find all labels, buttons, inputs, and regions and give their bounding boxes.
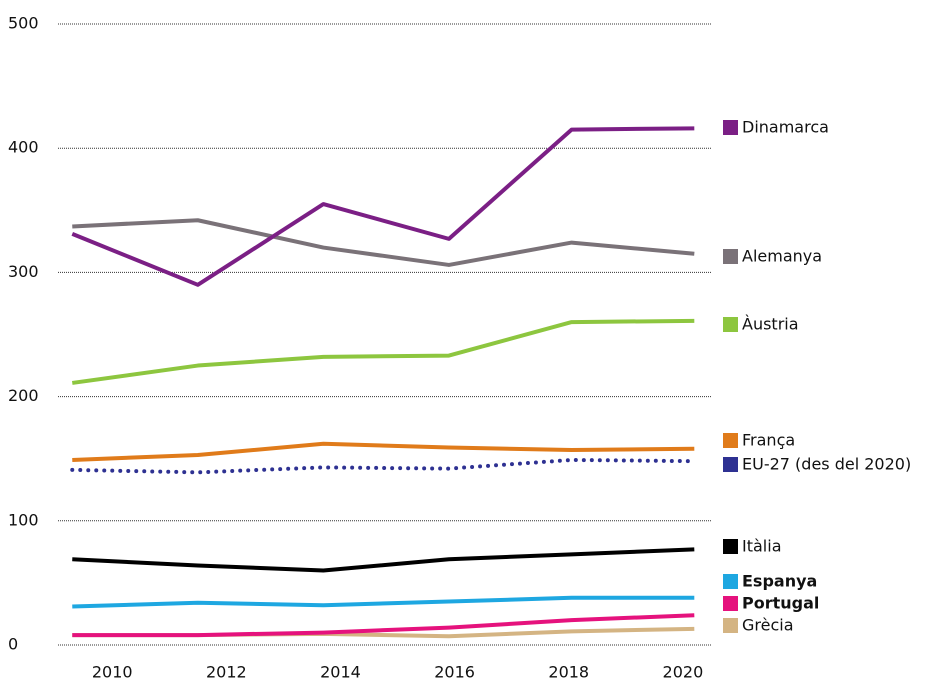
- x-tick-label: 2014: [320, 663, 361, 682]
- series-line: [70, 457, 697, 475]
- series-line: [71, 126, 695, 287]
- legend-label: Dinamarca: [742, 118, 829, 137]
- legend-label: Alemanya: [742, 247, 822, 266]
- y-tick-label: 300: [8, 262, 39, 281]
- legend-swatch: [723, 120, 738, 135]
- y-tick-label: 100: [8, 510, 39, 529]
- y-tick-label: 500: [8, 14, 39, 33]
- legend-label: Portugal: [742, 594, 819, 613]
- series-line: [72, 441, 695, 462]
- series-line: [71, 318, 695, 385]
- y-tick-label: 400: [8, 138, 39, 157]
- y-tick-label: 0: [8, 635, 18, 654]
- legend-label: França: [742, 431, 795, 450]
- legend-swatch: [723, 249, 738, 264]
- series-line: [72, 218, 695, 267]
- legend-swatch: [723, 457, 738, 472]
- legend-label: Espanya: [742, 572, 817, 591]
- x-tick-label: 2010: [92, 663, 133, 682]
- legend-swatch: [723, 433, 738, 448]
- legend-swatch: [723, 574, 738, 589]
- legend-label: Grècia: [742, 616, 794, 635]
- series-line: [72, 595, 695, 609]
- legend-label: EU-27 (des del 2020): [742, 455, 911, 474]
- legend-label: Itàlia: [742, 537, 782, 556]
- legend-label: Àustria: [742, 315, 799, 334]
- x-tick-label: 2016: [434, 663, 475, 682]
- legend-swatch: [723, 539, 738, 554]
- legend-swatch: [723, 317, 738, 332]
- legend-swatch: [723, 618, 738, 633]
- series-line: [72, 613, 695, 638]
- x-tick-label: 2012: [206, 663, 247, 682]
- y-tick-label: 200: [8, 386, 39, 405]
- legend-swatch: [723, 596, 738, 611]
- x-tick-label: 2020: [663, 663, 704, 682]
- x-tick-label: 2018: [548, 663, 589, 682]
- series-line: [72, 547, 695, 573]
